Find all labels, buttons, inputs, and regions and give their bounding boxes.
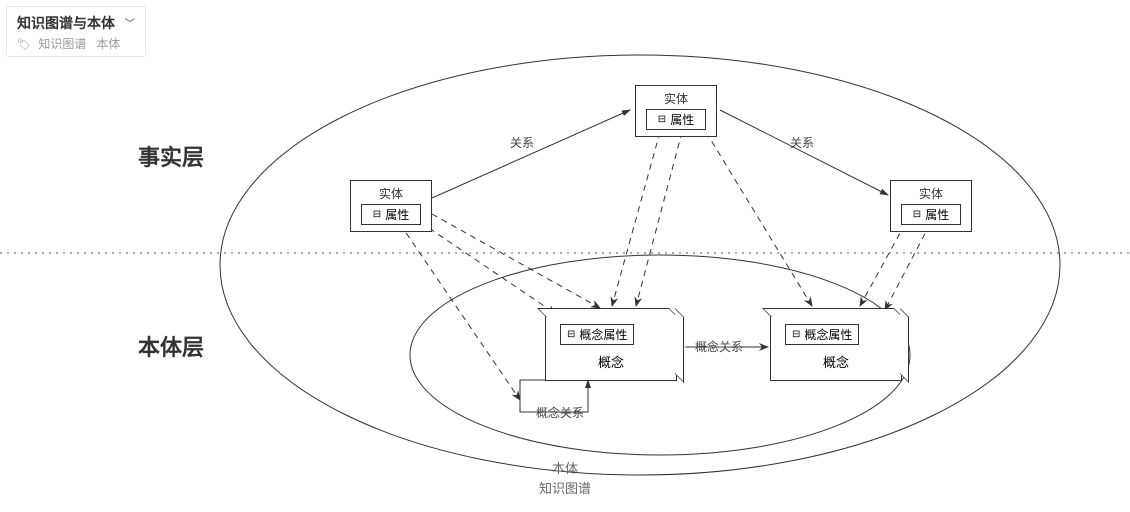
entity-1-title: 实体 <box>361 185 421 202</box>
concept-2: ⊟ 概念属性 概念 <box>770 315 902 381</box>
entity-2: 实体 ⊟ 属性 <box>635 85 717 137</box>
section-label-fact: 事实层 <box>138 140 204 172</box>
edge-label-rel-left: 关系 <box>510 134 534 151</box>
concept-1-attr: 概念属性 <box>579 326 627 343</box>
concept-2-label: 概念 <box>771 352 901 371</box>
diagram-stage: 事实层 本体层 实体 ⊟ 属性 实体 ⊟ 属性 实体 ⊟ 属性 ⊟ 概念属性 概念 ⊟ 概… <box>0 0 1130 512</box>
inner-ellipse-label: 本体 <box>0 458 1130 477</box>
edge-rel-e2-e3 <box>720 110 888 195</box>
edge-rel-e1-e2 <box>432 110 630 198</box>
edge-label-crel-mid: 概念关系 <box>695 338 743 355</box>
component-icon: ⊟ <box>373 210 381 220</box>
edge-label-rel-right: 关系 <box>790 134 814 151</box>
entity-3-attr: 属性 <box>925 206 949 223</box>
edge-dash-e2-c1 <box>612 132 660 306</box>
component-icon: ⊟ <box>658 115 666 125</box>
component-icon: ⊟ <box>792 330 800 340</box>
entity-3: 实体 ⊟ 属性 <box>890 180 972 232</box>
concept-1: ⊟ 概念属性 概念 <box>545 315 677 381</box>
edge-dash-e3-c2 <box>860 224 905 306</box>
concept-1-label: 概念 <box>546 352 676 371</box>
entity-1-attr: 属性 <box>385 206 409 223</box>
entity-2-attr: 属性 <box>670 111 694 128</box>
component-icon: ⊟ <box>913 210 921 220</box>
section-label-ontology: 本体层 <box>138 330 204 362</box>
entity-1: 实体 ⊟ 属性 <box>350 180 432 232</box>
entity-2-title: 实体 <box>646 90 706 107</box>
edge-dash-e2a-c1a <box>636 132 682 306</box>
edge-dash-e2-c2 <box>706 132 812 306</box>
diagram-svg <box>0 0 1130 512</box>
entity-3-title: 实体 <box>901 185 961 202</box>
component-icon: ⊟ <box>567 330 575 340</box>
concept-2-attr: 概念属性 <box>804 326 852 343</box>
outer-ellipse-label: 知识图谱 <box>0 478 1130 497</box>
edge-dash-e1-self <box>400 224 520 400</box>
edge-label-crel-self: 概念关系 <box>536 404 584 421</box>
edge-dash-e3a-c2a <box>885 224 930 310</box>
